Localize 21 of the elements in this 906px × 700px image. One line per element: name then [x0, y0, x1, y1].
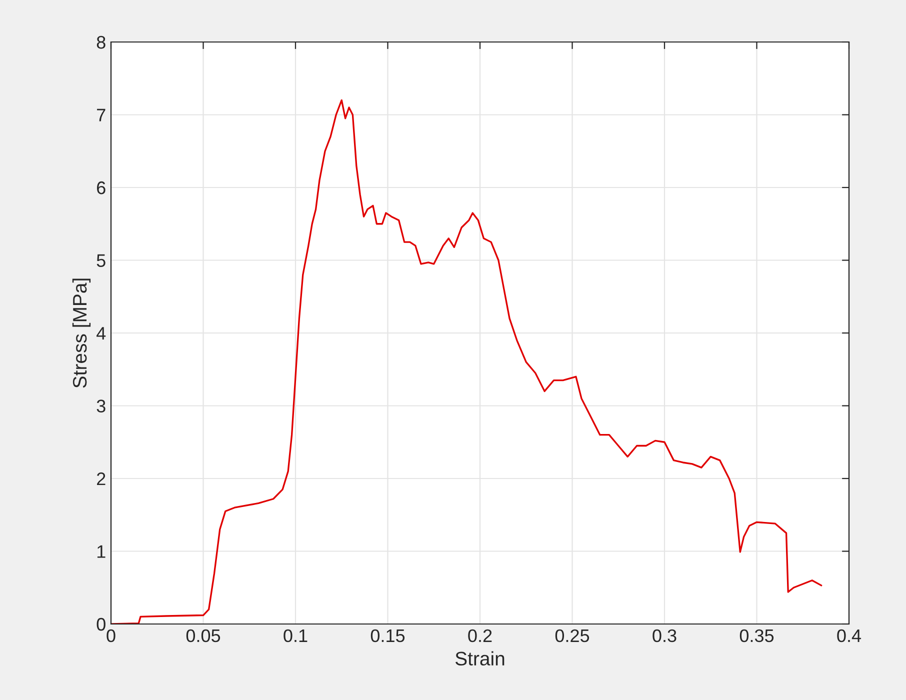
y-tick-label: 3 — [96, 400, 106, 412]
x-tick-label: 0.25 — [555, 629, 590, 642]
y-tick-label: 6 — [97, 181, 106, 194]
x-tick-label: 0 — [106, 629, 116, 642]
x-tick-label: 0.05 — [186, 629, 220, 642]
y-tick-label: 8 — [96, 36, 106, 49]
line-series — [111, 99, 822, 624]
x-tick-label: 0.4 — [837, 629, 862, 642]
x-axis-title: Strain — [455, 651, 504, 666]
y-tick-label: 1 — [97, 545, 106, 558]
y-tick-label: 4 — [96, 327, 106, 340]
y-tick-label: 2 — [97, 472, 106, 486]
x-tick-label: 0.15 — [370, 629, 405, 642]
y-tick-label: 0 — [96, 618, 106, 631]
y-tick-label: 5 — [96, 254, 106, 267]
x-tick-label: 0.1 — [284, 629, 308, 642]
x-tick-label: 0.3 — [652, 629, 676, 642]
y-tick-label: 7 — [97, 108, 106, 122]
x-tick-label: 0.35 — [740, 629, 774, 642]
x-tick-label: 0.2 — [468, 629, 492, 642]
y-axis-title: Stress [MPa] — [72, 278, 91, 388]
